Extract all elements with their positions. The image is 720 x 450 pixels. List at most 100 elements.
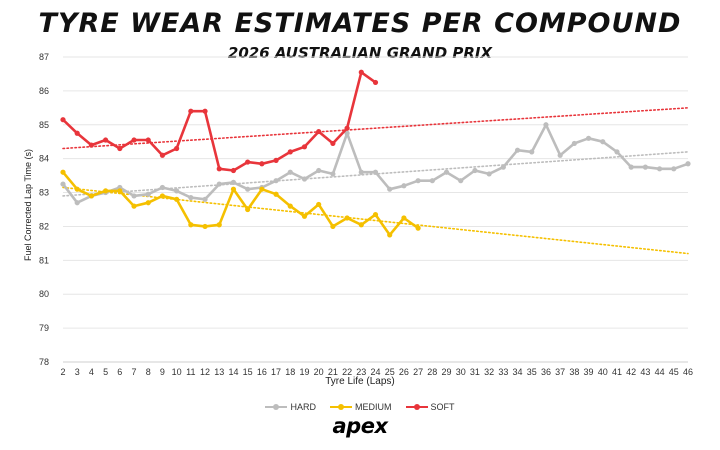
chart-title: TYRE WEAR ESTIMATES PER COMPOUND — [38, 8, 682, 39]
x-tick-label: 31 — [470, 367, 480, 377]
point-medium — [259, 186, 265, 192]
point-soft — [74, 130, 80, 136]
x-tick-label: 41 — [612, 367, 622, 377]
x-tick-label: 3 — [75, 367, 80, 377]
x-tick-label: 15 — [243, 367, 253, 377]
trendline-medium — [62, 186, 689, 255]
x-tick-label: 23 — [356, 367, 366, 377]
x-tick-label: 30 — [456, 367, 466, 377]
x-tick-label: 35 — [527, 367, 537, 377]
apex-logo: apex — [332, 414, 389, 438]
point-soft — [88, 142, 95, 148]
point-hard — [500, 164, 506, 170]
point-hard — [174, 188, 180, 194]
point-hard — [671, 166, 677, 172]
point-hard — [529, 149, 535, 155]
series-line-hard — [61, 123, 689, 204]
x-tick-label: 8 — [146, 367, 151, 377]
point-hard — [344, 130, 350, 136]
hard-swatch-icon — [265, 403, 288, 411]
point-hard — [316, 167, 322, 174]
point-medium — [316, 201, 322, 208]
y-tick-label: 81 — [39, 255, 49, 265]
point-hard — [301, 176, 308, 182]
point-hard — [415, 178, 421, 184]
y-tick-label: 79 — [39, 323, 49, 333]
x-tick-label: 20 — [314, 367, 324, 377]
point-hard — [401, 183, 407, 189]
legend-item-hard: HARD — [265, 402, 316, 412]
legend-item-medium: MEDIUM — [330, 402, 392, 412]
point-medium — [358, 222, 364, 228]
point-soft — [174, 145, 180, 152]
point-hard — [372, 169, 379, 175]
point-soft — [358, 69, 364, 75]
point-soft — [330, 140, 336, 147]
point-medium — [60, 169, 66, 175]
trendline-soft — [62, 107, 689, 150]
x-tick-label: 4 — [89, 367, 94, 377]
point-hard — [486, 171, 492, 177]
x-tick-label: 27 — [413, 367, 423, 377]
point-soft — [60, 117, 66, 123]
point-hard — [188, 195, 194, 201]
point-soft — [159, 152, 166, 158]
series-line-soft — [62, 71, 377, 172]
x-axis-label: Tyre Life (Laps) — [325, 376, 395, 387]
point-hard — [330, 171, 336, 177]
grid-layer — [63, 56, 688, 363]
point-medium — [88, 193, 95, 199]
point-medium — [174, 196, 180, 202]
x-tick-label: 7 — [132, 367, 137, 377]
x-tick-label: 9 — [160, 367, 165, 377]
x-tick-label: 43 — [640, 367, 650, 377]
trend-layer — [62, 107, 689, 255]
point-medium — [330, 223, 336, 230]
point-medium — [287, 203, 293, 209]
x-tick-label: 21 — [328, 367, 338, 377]
y-tick-label: 82 — [39, 221, 49, 231]
point-soft — [216, 166, 222, 172]
point-hard — [145, 191, 151, 197]
point-soft — [103, 137, 109, 143]
point-hard — [287, 169, 293, 175]
x-tick-label: 17 — [271, 367, 281, 377]
x-tick-label: 42 — [626, 367, 636, 377]
point-hard — [74, 200, 80, 206]
x-tick-label: 32 — [484, 367, 494, 377]
x-tick-label: 13 — [214, 367, 224, 377]
point-soft — [316, 128, 322, 135]
point-hard — [429, 178, 435, 184]
point-medium — [216, 222, 222, 228]
point-medium — [145, 200, 151, 206]
soft-swatch-icon — [405, 403, 428, 411]
point-hard — [245, 186, 251, 192]
y-tick-label: 78 — [39, 357, 49, 367]
legend-label-hard: HARD — [290, 402, 316, 412]
point-soft — [131, 137, 137, 143]
x-tick-label: 10 — [172, 367, 182, 377]
point-medium — [230, 186, 237, 192]
point-soft — [202, 108, 208, 114]
x-tick-label: 16 — [257, 367, 267, 377]
point-hard — [202, 196, 208, 202]
point-soft — [188, 108, 194, 114]
point-hard — [216, 181, 222, 187]
point-hard — [585, 135, 592, 141]
point-hard — [628, 164, 634, 170]
point-hard — [543, 122, 549, 128]
point-soft — [344, 125, 350, 131]
point-hard — [273, 178, 279, 184]
point-hard — [358, 169, 364, 175]
point-hard — [685, 161, 691, 167]
point-hard — [159, 184, 166, 191]
point-hard — [557, 152, 563, 158]
x-tick-label: 18 — [285, 367, 295, 377]
x-tick-label: 26 — [399, 367, 409, 377]
point-soft — [117, 145, 123, 152]
y-tick-label: 84 — [39, 154, 49, 164]
x-tick-label: 45 — [669, 367, 679, 377]
point-soft — [259, 161, 265, 167]
